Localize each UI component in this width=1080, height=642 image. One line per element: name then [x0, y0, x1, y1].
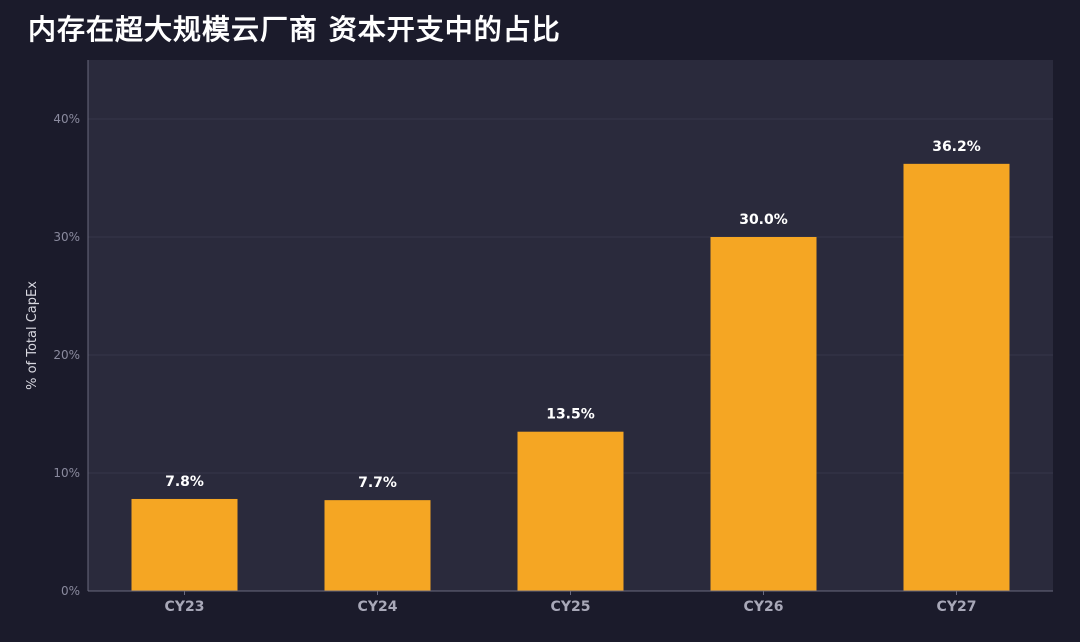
x-tick-label: CY24	[358, 599, 398, 615]
bar-cy24	[324, 500, 431, 591]
y-tick-label: 40%	[53, 112, 80, 126]
data-label: 7.8%	[165, 474, 204, 490]
bars-group	[131, 163, 1010, 591]
axes-group: 0% 10% 20% 30% 40% % of Total CapEx CY23 CY24 CY…	[25, 60, 1053, 615]
y-tick-label: 30%	[53, 230, 80, 244]
x-tick-label: CY25	[551, 599, 591, 615]
x-tick-label: CY26	[744, 599, 784, 615]
bar-cy27	[903, 163, 1010, 591]
data-label: 7.7%	[358, 475, 397, 491]
labels-group: 7.8% 7.7% 13.5% 30.0% 36.2%	[165, 139, 981, 491]
y-tick-label: 20%	[53, 348, 80, 362]
data-label: 36.2%	[932, 139, 981, 155]
bar-cy25	[517, 431, 624, 591]
bar-cy23	[131, 498, 238, 591]
y-tick-label: 0%	[61, 584, 80, 598]
y-axis-label: % of Total CapEx	[25, 281, 40, 390]
data-label: 13.5%	[546, 407, 595, 423]
y-tick-label: 10%	[53, 466, 80, 480]
data-label: 30.0%	[739, 212, 788, 228]
bar-cy26	[710, 237, 817, 591]
x-tick-label: CY27	[937, 599, 977, 615]
chart-title: 内存在超大规模云厂商 资本开支中的占比	[28, 13, 561, 46]
x-tick-label: CY23	[165, 599, 205, 615]
